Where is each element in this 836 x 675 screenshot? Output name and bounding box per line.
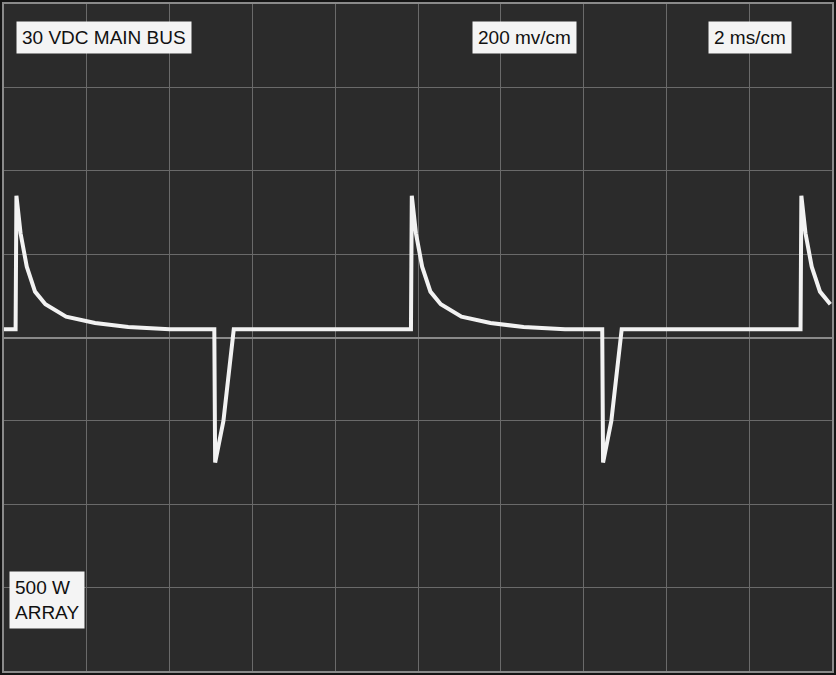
svg-text:30 VDC MAIN BUS: 30 VDC MAIN BUS bbox=[22, 27, 186, 48]
svg-text:200 mv/cm: 200 mv/cm bbox=[478, 27, 571, 48]
svg-text:500 WARRAY: 500 WARRAY bbox=[15, 577, 79, 623]
svg-text:2 ms/cm: 2 ms/cm bbox=[714, 27, 786, 48]
